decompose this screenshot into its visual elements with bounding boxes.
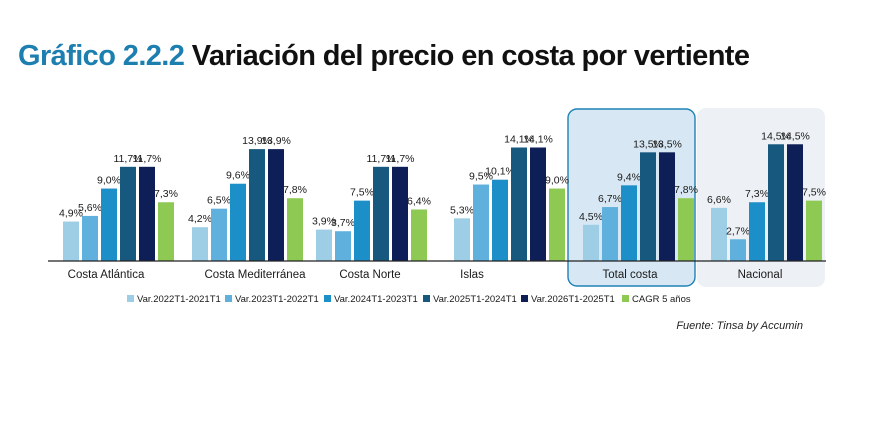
chart-title-text: Variación del precio en costa por vertie… bbox=[191, 40, 750, 72]
bar bbox=[530, 147, 546, 261]
category-label: Nacional bbox=[738, 269, 783, 281]
data-label: 7,8% bbox=[283, 184, 307, 196]
data-label: 7,3% bbox=[154, 188, 178, 200]
data-label: 4,9% bbox=[59, 208, 83, 220]
legend-entry: CAGR 5 años bbox=[632, 294, 691, 305]
bar bbox=[249, 149, 265, 261]
data-label: 3,7% bbox=[331, 217, 355, 229]
bar bbox=[335, 231, 351, 261]
bar bbox=[711, 207, 727, 261]
data-label: 5,3% bbox=[450, 204, 474, 216]
data-label: 9,4% bbox=[617, 171, 641, 183]
bar bbox=[583, 224, 599, 261]
bar bbox=[492, 179, 508, 261]
data-label: 4,5% bbox=[579, 211, 603, 223]
data-label: 6,5% bbox=[207, 195, 231, 207]
bar bbox=[192, 227, 208, 261]
legend-entry: Var.2024T1-2023T1 bbox=[334, 294, 418, 305]
data-label: 10,1% bbox=[485, 166, 515, 178]
category-label: Total costa bbox=[603, 269, 659, 281]
legend-swatch bbox=[127, 295, 134, 302]
data-label: 6,7% bbox=[598, 193, 622, 205]
bar bbox=[354, 200, 370, 261]
bar bbox=[787, 144, 803, 261]
bar bbox=[82, 215, 98, 261]
source-note: Fuente: Tinsa by Accumin bbox=[676, 320, 803, 332]
legend-swatch bbox=[521, 295, 528, 302]
bar bbox=[392, 166, 408, 261]
bar bbox=[211, 208, 227, 261]
legend-entry: Var.2026T1-2025T1 bbox=[531, 294, 615, 305]
bar bbox=[749, 202, 765, 261]
bar bbox=[411, 209, 427, 261]
data-label: 9,0% bbox=[97, 175, 121, 187]
legend-swatch bbox=[423, 295, 430, 302]
legend-entry: Var.2023T1-2022T1 bbox=[235, 294, 319, 305]
bar bbox=[621, 185, 637, 261]
legend-entry: Var.2025T1-2024T1 bbox=[433, 294, 517, 305]
chart-title-number: Gráfico 2.2.2 bbox=[18, 40, 185, 72]
data-label: 2,7% bbox=[726, 225, 750, 237]
legend-swatch bbox=[324, 295, 331, 302]
data-label: 7,5% bbox=[802, 187, 826, 199]
bar bbox=[101, 188, 117, 261]
bar bbox=[511, 147, 527, 261]
bar bbox=[63, 221, 79, 261]
bar bbox=[120, 166, 136, 261]
bar bbox=[139, 166, 155, 261]
bar bbox=[678, 198, 694, 261]
data-label: 13,5% bbox=[652, 138, 682, 150]
bar bbox=[316, 229, 332, 261]
data-label: 3,9% bbox=[312, 216, 336, 228]
category-label: Costa Atlántica bbox=[68, 269, 145, 281]
data-label: 5,6% bbox=[78, 202, 102, 214]
data-label: 13,9% bbox=[242, 135, 272, 147]
legend-entry: Var.2022T1-2021T1 bbox=[137, 294, 221, 305]
legend-swatch bbox=[622, 295, 629, 302]
category-label: Islas bbox=[460, 269, 484, 281]
bar bbox=[287, 198, 303, 261]
data-label: 7,5% bbox=[350, 187, 374, 199]
data-label: 13,5% bbox=[633, 138, 663, 150]
bar bbox=[230, 183, 246, 261]
data-label: 7,8% bbox=[674, 184, 698, 196]
data-label: 9,5% bbox=[469, 171, 493, 183]
bar bbox=[158, 202, 174, 261]
bar bbox=[768, 144, 784, 261]
data-label: 6,6% bbox=[707, 194, 731, 206]
category-label: Costa Norte bbox=[339, 269, 400, 281]
data-label: 14,1% bbox=[523, 133, 553, 145]
bar bbox=[473, 184, 489, 261]
category-label: Costa Mediterránea bbox=[205, 269, 307, 281]
bar bbox=[806, 200, 822, 261]
bar bbox=[659, 152, 675, 261]
data-label: 14,1% bbox=[504, 133, 534, 145]
data-label: 11,7% bbox=[133, 153, 162, 165]
data-label: 9,6% bbox=[226, 170, 250, 182]
legend-swatch bbox=[225, 295, 232, 302]
data-label: 11,7% bbox=[114, 153, 143, 165]
data-label: 13,9% bbox=[261, 135, 291, 147]
bar bbox=[602, 207, 618, 261]
bar bbox=[549, 188, 565, 261]
data-label: 7,3% bbox=[745, 188, 769, 200]
bar bbox=[730, 239, 746, 261]
data-label: 14,5% bbox=[780, 130, 810, 142]
chart-title: Gráfico 2.2.2 Variación del precio en co… bbox=[18, 40, 750, 73]
bar bbox=[640, 152, 656, 261]
data-label: 9,0% bbox=[545, 175, 569, 187]
bar bbox=[454, 218, 470, 261]
bar bbox=[373, 166, 389, 261]
data-label: 6,4% bbox=[407, 195, 431, 207]
data-label: 11,7% bbox=[367, 153, 396, 165]
data-label: 4,2% bbox=[188, 213, 212, 225]
data-label: 14,5% bbox=[761, 130, 791, 142]
data-label: 11,7% bbox=[386, 153, 415, 165]
bar bbox=[268, 149, 284, 261]
